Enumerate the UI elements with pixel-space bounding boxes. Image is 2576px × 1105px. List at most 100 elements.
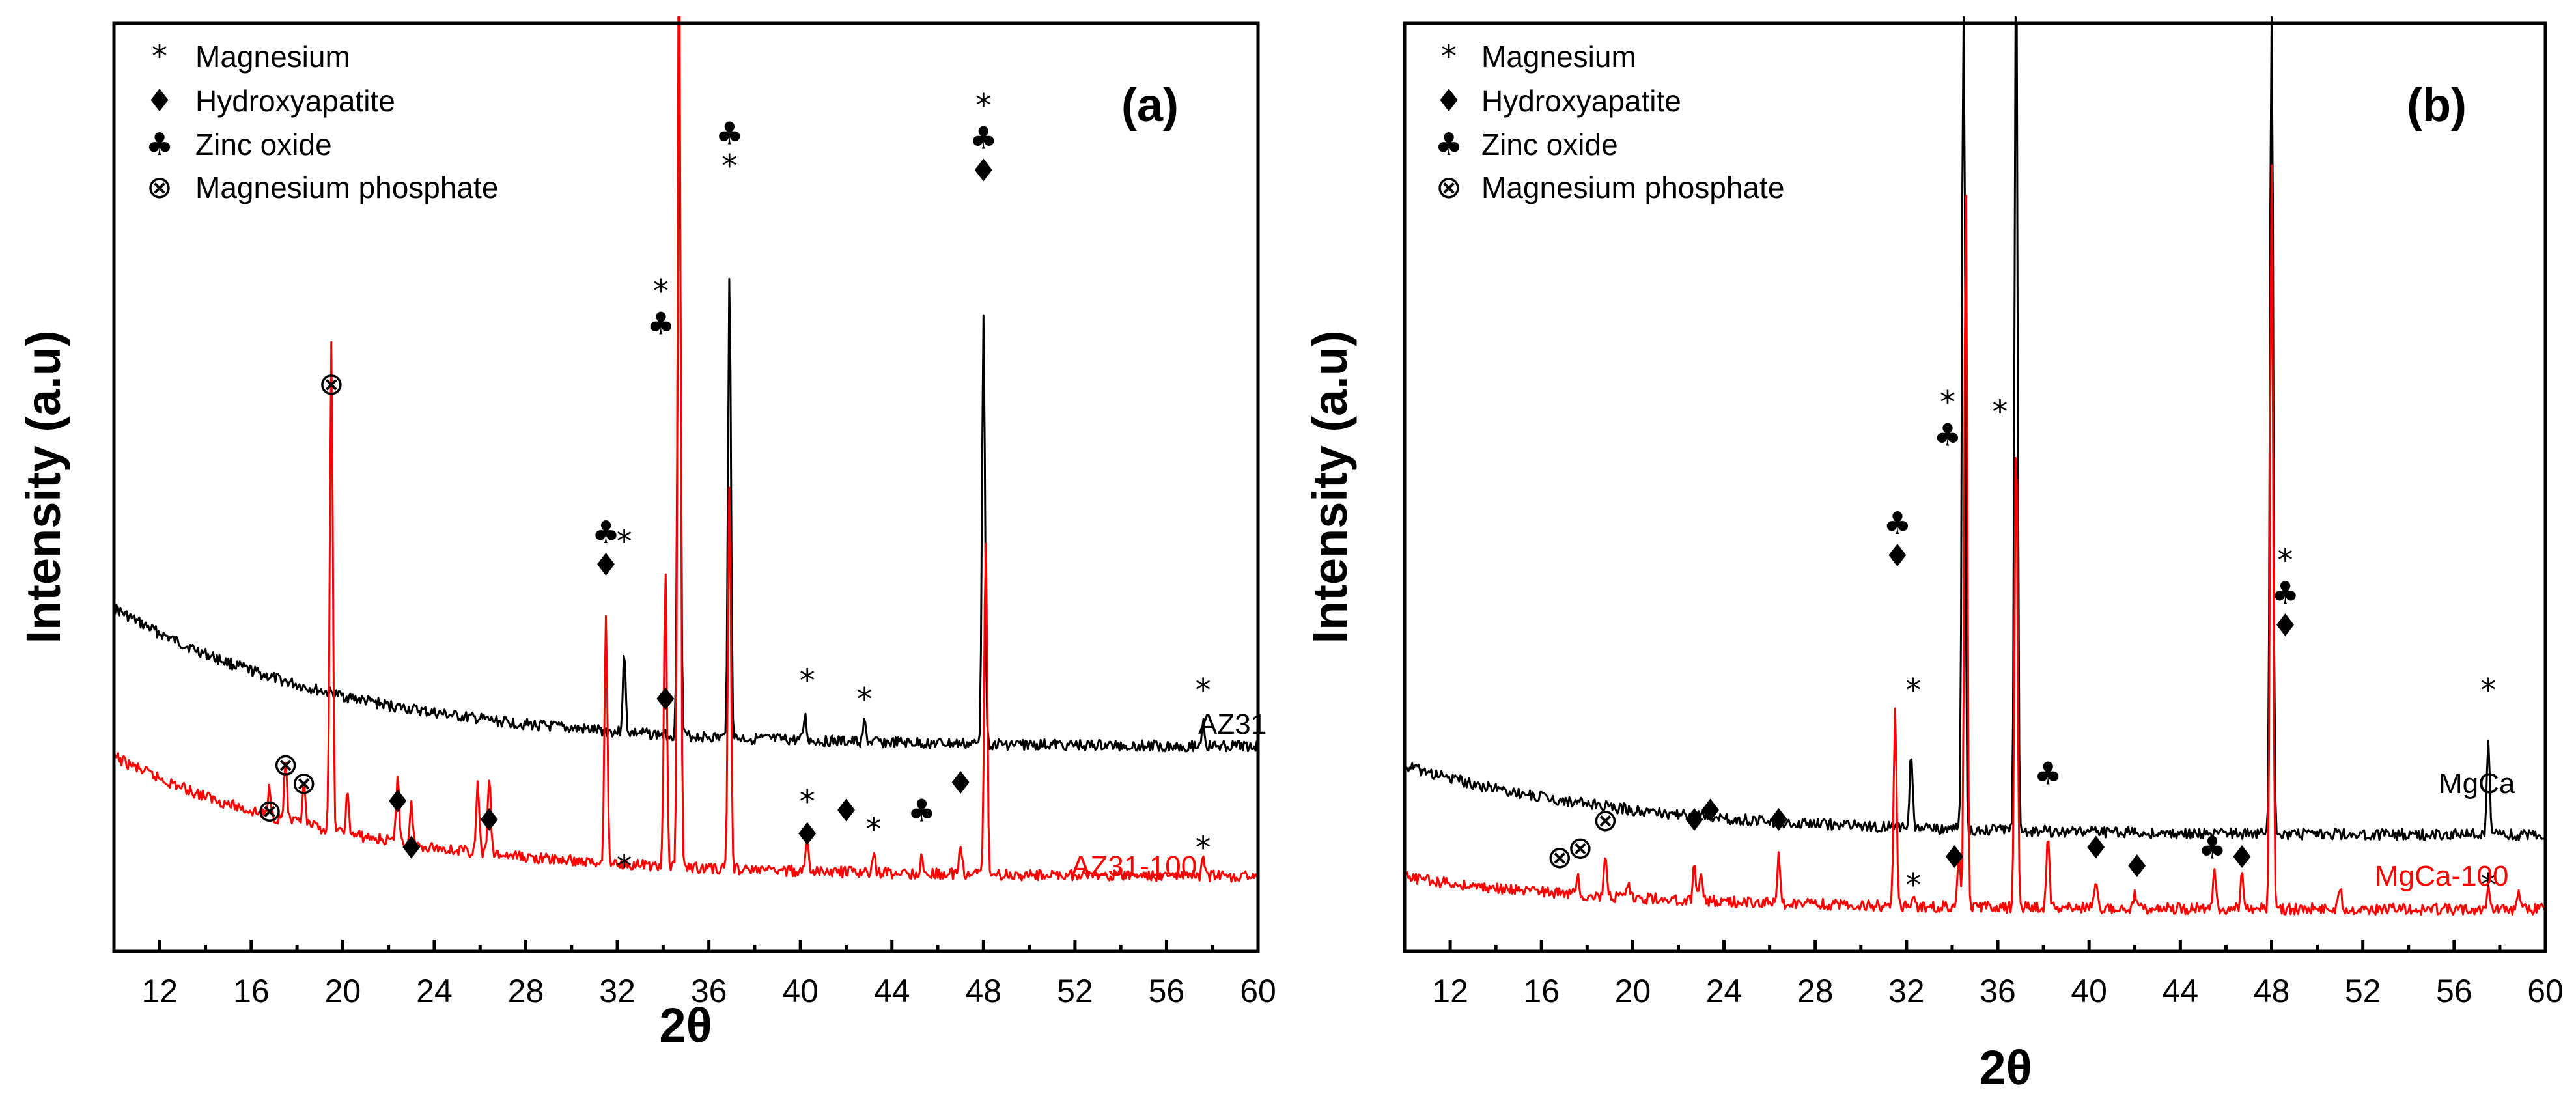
panel-a-legend-label-hydroxyapatite: Hydroxyapatite xyxy=(195,84,395,118)
panel-b-traces xyxy=(1403,16,2547,916)
panel-b-legend-symbol-magnesium-phosphate: ⊗ xyxy=(1436,169,1462,206)
panel-a-series-label-az31-100: AZ31-100 xyxy=(1071,850,1197,882)
panel-b-legend-label-magnesium: Magnesium xyxy=(1481,40,1636,74)
panel-b-series-label-mgca: MgCa xyxy=(2439,768,2515,800)
peak-marker: ♦ xyxy=(1696,793,1724,830)
peak-marker: ♣ xyxy=(1933,417,1961,454)
x-tick-label: 56 xyxy=(2436,973,2472,1009)
x-tick-label: 44 xyxy=(874,973,910,1009)
peak-marker: ♣ xyxy=(592,514,620,551)
panel-b: ⊗⊗⊗ ♦♦ ♦♣♦**♦*♣*♣♦♦♣ ♦*♣♦** 12 16 20 24 28 32 36 4… xyxy=(1303,16,2564,1095)
x-tick-label: 32 xyxy=(599,973,636,1009)
x-tick-label: 56 xyxy=(1149,973,1185,1009)
x-tick-label: 40 xyxy=(782,973,819,1009)
peak-marker: ♦ xyxy=(947,765,975,802)
panel-b-legend-symbol-hydroxyapatite: ♦ xyxy=(1435,83,1463,119)
peak-marker: ♦ xyxy=(2123,848,2151,885)
x-tick-label: 12 xyxy=(141,973,178,1009)
panel-b-plot-frame xyxy=(1403,21,2547,953)
peak-marker: ♣ xyxy=(2271,575,2299,611)
peak-marker: * xyxy=(800,783,815,820)
x-tick-label: 24 xyxy=(1706,973,1743,1009)
panel-b-series-label-mgca-100: MgCa-100 xyxy=(2375,860,2508,892)
panel-a-legend-symbol-hydroxyapatite: ♦ xyxy=(145,83,173,119)
panel-a-plot-frame xyxy=(112,21,1260,953)
peak-marker: ⊗ xyxy=(257,793,283,830)
peak-marker: ♦ xyxy=(397,830,425,867)
panel-b-legend-label-zinc-oxide: Zinc oxide xyxy=(1481,128,1618,161)
x-tick-label: 20 xyxy=(325,973,361,1009)
peak-marker: ♦ xyxy=(1680,802,1708,839)
peak-marker: * xyxy=(800,663,815,699)
peak-marker: ♦ xyxy=(832,793,860,830)
x-tick-label: 16 xyxy=(1523,973,1560,1009)
peak-marker: * xyxy=(866,811,882,848)
panel-a-traces xyxy=(113,16,1259,883)
peak-marker: ⊗ xyxy=(272,746,298,783)
x-tick-label: 32 xyxy=(1888,973,1925,1009)
trace-mgca-100 xyxy=(1404,164,2547,916)
x-tick-label: 28 xyxy=(1797,973,1834,1009)
x-tick-label: 60 xyxy=(2527,973,2564,1009)
panel-b-legend-symbol-magnesium: * xyxy=(1441,38,1457,75)
peak-marker: ♣ xyxy=(970,120,998,157)
panel-a-legend-label-zinc-oxide: Zinc oxide xyxy=(195,128,332,161)
peak-marker: ♦ xyxy=(2271,608,2299,644)
peak-marker: ♣ xyxy=(647,306,675,343)
peak-marker: ♦ xyxy=(970,153,998,189)
x-tick-label: 48 xyxy=(2254,973,2290,1009)
peak-marker: * xyxy=(1940,385,1955,421)
panel-a: ⊗⊗⊗⊗♦♦♦♣♦***♣♦♣****♦♦*♣♦*♣♦** 12 16 20 24 28… xyxy=(16,16,1276,1052)
peak-marker: ♦ xyxy=(1940,839,1968,876)
peak-marker: * xyxy=(1196,672,1211,708)
x-tick-label: 44 xyxy=(2163,973,2199,1009)
panel-a-legend-label-magnesium-phosphate: Magnesium phosphate xyxy=(195,171,498,204)
peak-marker: ♦ xyxy=(2228,839,2256,876)
panel-a-tag: (a) xyxy=(1121,79,1179,132)
peak-marker: ♣ xyxy=(716,115,744,152)
panel-a-legend-symbol-zinc-oxide: ♣ xyxy=(145,126,173,163)
peak-marker: ⊗ xyxy=(291,765,317,802)
x-tick-label: 28 xyxy=(508,973,544,1009)
peak-marker: * xyxy=(857,682,873,718)
x-tick-label: 52 xyxy=(1057,973,1093,1009)
peak-marker: ⊗ xyxy=(1547,839,1573,876)
panel-a-x-axis-label: 2θ xyxy=(659,998,712,1052)
panel-a-y-axis-label: Intensity (a.u) xyxy=(16,330,70,643)
panel-b-x-axis-label: 2θ xyxy=(1979,1041,2032,1095)
peak-marker: ♦ xyxy=(592,547,620,583)
peak-marker: * xyxy=(2278,542,2293,579)
peak-marker: ♦ xyxy=(475,802,503,839)
peak-marker: * xyxy=(1196,830,1211,867)
peak-marker: ♣ xyxy=(1883,505,1911,542)
x-tick-label: 24 xyxy=(416,973,453,1009)
peak-marker: * xyxy=(1993,394,2008,430)
x-tick-label: 40 xyxy=(2071,973,2107,1009)
panel-b-x-ticks: 12 16 20 24 28 32 36 40 44 48 52 56 60 xyxy=(1403,940,2564,1009)
x-tick-label: 36 xyxy=(1980,973,2016,1009)
peak-marker: * xyxy=(975,88,991,124)
panel-b-tag: (b) xyxy=(2407,79,2467,132)
trace-mgca xyxy=(1403,16,2547,841)
panel-a-legend-symbol-magnesium: * xyxy=(152,38,167,75)
peak-marker: ♦ xyxy=(384,783,412,820)
panel-b-markers: ⊗⊗⊗ ♦♦ ♦♣♦**♦*♣*♣♦♦♣ ♦*♣♦** xyxy=(1547,385,2496,904)
peak-marker: * xyxy=(2480,672,2496,708)
panel-a-series-label-az31: AZ31 xyxy=(1198,708,1267,740)
peak-marker: * xyxy=(653,273,669,310)
peak-marker: * xyxy=(617,848,632,885)
panel-a-markers: ⊗⊗⊗⊗♦♦♦♣♦***♣♦♣****♦♦*♣♦*♣♦** xyxy=(257,88,1211,886)
peak-marker: ♦ xyxy=(2082,830,2110,867)
trace-az31 xyxy=(113,86,1259,753)
peak-marker: ♣ xyxy=(908,793,936,830)
peak-marker: * xyxy=(1905,672,1921,708)
trace-az31-100 xyxy=(113,16,1259,883)
peak-marker: * xyxy=(721,148,737,184)
panel-a-legend-label-magnesium: Magnesium xyxy=(195,40,350,74)
peak-marker: * xyxy=(617,524,632,560)
peak-marker: ♣ xyxy=(2198,830,2226,867)
x-tick-label: 48 xyxy=(966,973,1002,1009)
panel-a-legend-symbol-magnesium-phosphate: ⊗ xyxy=(147,169,173,206)
panel-b-legend-label-hydroxyapatite: Hydroxyapatite xyxy=(1481,84,1681,118)
peak-marker: ♦ xyxy=(1765,802,1793,839)
